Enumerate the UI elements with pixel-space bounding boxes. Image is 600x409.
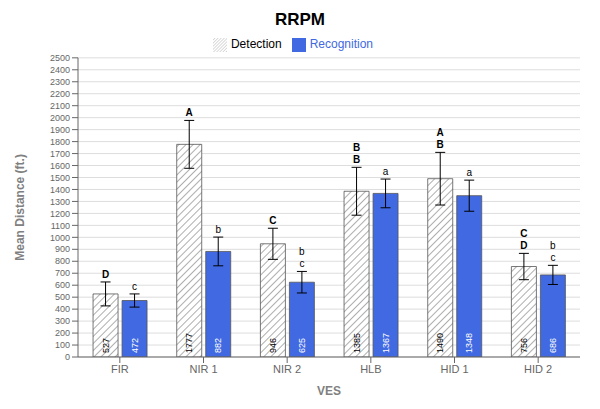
svg-text:472: 472 — [130, 338, 140, 353]
svg-text:HID 2: HID 2 — [524, 363, 552, 375]
svg-text:C: C — [520, 228, 527, 239]
svg-text:300: 300 — [55, 316, 70, 326]
svg-text:700: 700 — [55, 268, 70, 278]
svg-text:1800: 1800 — [50, 137, 70, 147]
svg-text:b: b — [299, 246, 305, 257]
svg-text:B: B — [437, 139, 444, 150]
svg-text:900: 900 — [55, 244, 70, 254]
svg-text:400: 400 — [55, 304, 70, 314]
svg-text:NIR 1: NIR 1 — [189, 363, 217, 375]
svg-text:D: D — [520, 240, 527, 251]
svg-text:1400: 1400 — [50, 185, 70, 195]
svg-text:FIR: FIR — [111, 363, 129, 375]
svg-text:c: c — [132, 281, 137, 292]
svg-text:527: 527 — [101, 338, 111, 353]
svg-text:0: 0 — [65, 352, 70, 362]
svg-text:1777: 1777 — [184, 333, 194, 353]
svg-text:756: 756 — [519, 338, 529, 353]
svg-text:b: b — [215, 224, 221, 235]
svg-text:C: C — [269, 215, 276, 226]
svg-text:946: 946 — [268, 338, 278, 353]
svg-text:800: 800 — [55, 256, 70, 266]
svg-text:1200: 1200 — [50, 209, 70, 219]
svg-text:1348: 1348 — [464, 333, 474, 353]
html-text:RRPM: RRPM — [275, 10, 325, 29]
svg-text:B: B — [353, 154, 360, 165]
svg-text:NIR 2: NIR 2 — [273, 363, 301, 375]
svg-text:1385: 1385 — [352, 333, 362, 353]
svg-text:500: 500 — [55, 292, 70, 302]
svg-text:2300: 2300 — [50, 77, 70, 87]
svg-text:1600: 1600 — [50, 161, 70, 171]
svg-text:D: D — [102, 269, 109, 280]
svg-text:2500: 2500 — [50, 53, 70, 63]
html-text:Recognition: Recognition — [309, 37, 373, 51]
svg-text:a: a — [466, 167, 472, 178]
svg-text:2100: 2100 — [50, 101, 70, 111]
svg-text:1490: 1490 — [435, 333, 445, 353]
svg-text:1000: 1000 — [50, 233, 70, 243]
svg-text:A: A — [437, 127, 444, 138]
svg-text:1500: 1500 — [50, 173, 70, 183]
svg-text:Mean Distance (ft.): Mean Distance (ft.) — [13, 154, 27, 261]
svg-text:VES: VES — [317, 384, 341, 398]
svg-text:200: 200 — [55, 328, 70, 338]
svg-text:1367: 1367 — [381, 333, 391, 353]
svg-text:a: a — [383, 166, 389, 177]
svg-text:1300: 1300 — [50, 197, 70, 207]
svg-text:HLB: HLB — [360, 363, 381, 375]
svg-text:b: b — [550, 240, 556, 251]
svg-text:2400: 2400 — [50, 65, 70, 75]
svg-text:686: 686 — [548, 338, 558, 353]
svg-text:1100: 1100 — [51, 221, 70, 231]
svg-text:c: c — [299, 258, 304, 269]
html-text:Detection: Detection — [231, 37, 282, 51]
svg-text:2200: 2200 — [50, 89, 70, 99]
svg-text:A: A — [186, 107, 193, 118]
svg-text:100: 100 — [55, 340, 70, 350]
svg-text:625: 625 — [297, 338, 307, 353]
svg-text:1900: 1900 — [50, 125, 70, 135]
svg-text:c: c — [550, 252, 555, 263]
svg-text:HID 1: HID 1 — [440, 363, 468, 375]
svg-text:600: 600 — [55, 280, 70, 290]
svg-text:1700: 1700 — [50, 149, 70, 159]
svg-text:882: 882 — [213, 338, 223, 353]
svg-text:B: B — [353, 142, 360, 153]
svg-text:2000: 2000 — [50, 113, 70, 123]
